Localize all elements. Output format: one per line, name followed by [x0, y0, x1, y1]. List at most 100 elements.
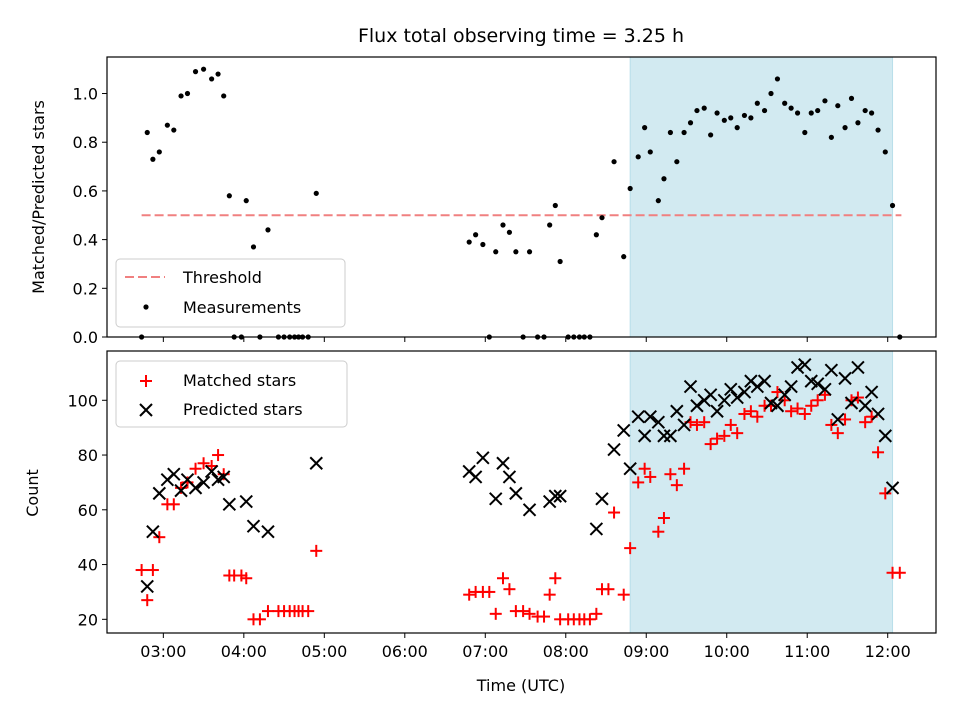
- measurement-point: [473, 232, 479, 238]
- matched-star-point: [538, 610, 551, 623]
- legend-predicted-swatch: [139, 403, 153, 417]
- matched-star-point: [785, 405, 798, 418]
- matched-star-point: [205, 459, 218, 472]
- measurement-point: [794, 110, 801, 116]
- measurement-point: [226, 193, 232, 199]
- matched-star-point: [711, 432, 724, 445]
- measurement-point: [178, 93, 184, 99]
- predicted-star-point: [683, 379, 698, 394]
- matched-star-point: [893, 566, 906, 579]
- measurement-point: [221, 93, 227, 99]
- measurement-point: [889, 202, 896, 209]
- matched-star-point: [670, 479, 683, 492]
- matched-star-point: [704, 438, 717, 451]
- top-y-tick-label: 0.0: [73, 328, 98, 347]
- predicted-star-point: [502, 470, 517, 484]
- measurement-point: [808, 110, 814, 116]
- predicted-star-point: [246, 519, 261, 533]
- measurement-point: [667, 129, 673, 136]
- measurement-point: [674, 159, 680, 165]
- predicted-star-point: [496, 456, 510, 470]
- matched-star-point: [489, 607, 502, 620]
- matched-star-point: [690, 418, 703, 431]
- predicted-star-point: [730, 390, 744, 405]
- bottom-y-tick-label: 80: [78, 446, 98, 465]
- measurement-point: [848, 95, 855, 101]
- measurement-point: [557, 258, 563, 265]
- matched-stars-series: [135, 386, 906, 626]
- measurement-point: [748, 115, 754, 121]
- matched-star-point: [590, 607, 603, 620]
- bottom-x-axis: 03:00 04:00 05:00 06:00 07:00 08:00 09:00 10:00…: [140, 633, 911, 661]
- predicted-star-point: [777, 388, 792, 402]
- matched-star-point: [617, 588, 630, 601]
- measurement-point: [209, 76, 215, 82]
- measurement-point: [714, 110, 720, 116]
- predicted-star-point: [509, 486, 523, 501]
- matched-star-point: [602, 583, 615, 596]
- matched-star-point: [724, 418, 737, 431]
- predicted-star-point: [677, 418, 691, 432]
- predicted-star-point: [717, 393, 732, 407]
- matched-star-point: [135, 564, 148, 577]
- predicted-star-point: [548, 489, 563, 503]
- top-plot-frame: [106, 56, 937, 338]
- bottom-y-tick-label: 60: [78, 501, 98, 520]
- predicted-star-point: [737, 385, 752, 399]
- predicted-star-point: [657, 429, 671, 443]
- matched-star-point: [644, 470, 657, 483]
- predicted-star-point: [703, 388, 718, 402]
- matched-star-point: [831, 427, 844, 440]
- matched-star-point: [261, 605, 274, 618]
- predicted-star-point: [770, 399, 785, 413]
- measurement-point: [882, 149, 888, 155]
- measurement-point: [164, 122, 170, 128]
- predicted-star-point: [663, 429, 678, 443]
- measurement-point: [313, 190, 319, 196]
- predicted-star-point: [476, 451, 490, 465]
- predicted-star-point: [878, 429, 893, 443]
- x-tick-label: 12:00: [865, 642, 911, 661]
- matched-star-point: [798, 407, 811, 420]
- predicted-star-point: [489, 492, 503, 506]
- matched-star-point: [240, 572, 253, 585]
- x-tick-label: 06:00: [382, 642, 428, 661]
- matched-star-point: [146, 564, 159, 577]
- measurement-point: [144, 129, 150, 136]
- matched-star-point: [197, 457, 210, 470]
- bottom-y-axis: 20 40 60 80 100: [67, 391, 107, 629]
- predicted-star-point: [864, 385, 879, 399]
- x-tick-label: 09:00: [623, 642, 669, 661]
- predicted-star-point: [637, 429, 652, 443]
- measurement-point: [184, 90, 191, 97]
- matched-star-point: [310, 544, 323, 557]
- predicted-star-point: [309, 456, 323, 470]
- matched-star-point: [805, 399, 818, 412]
- matched-star-point: [632, 476, 645, 489]
- matched-star-point: [189, 462, 202, 475]
- predicted-star-point: [468, 470, 483, 484]
- legend-predicted-label: Predicted stars: [183, 400, 303, 419]
- predicted-star-point: [838, 371, 852, 386]
- matched-star-point: [698, 416, 711, 429]
- measurement-point: [150, 156, 156, 162]
- predicted-star-point: [589, 522, 604, 536]
- matched-star-point: [549, 572, 562, 585]
- predicted-star-point: [851, 360, 865, 375]
- measurement-point: [869, 110, 875, 116]
- predicted-star-point: [670, 404, 684, 418]
- matched-star-point: [523, 607, 536, 620]
- measurement-point: [513, 249, 519, 255]
- predicted-star-point: [623, 462, 637, 476]
- matched-star-point: [839, 413, 852, 426]
- matched-star-point: [543, 588, 556, 601]
- measurement-point: [734, 125, 740, 131]
- matched-star-point: [664, 468, 677, 481]
- matched-star-point: [657, 512, 670, 525]
- top-y-tick-label: 0.8: [73, 133, 98, 152]
- top-y-tick-label: 0.2: [73, 279, 98, 298]
- top-legend-box: [115, 258, 346, 328]
- measurement-point: [466, 239, 472, 245]
- measurement-point: [506, 229, 513, 235]
- measurement-point: [500, 222, 506, 228]
